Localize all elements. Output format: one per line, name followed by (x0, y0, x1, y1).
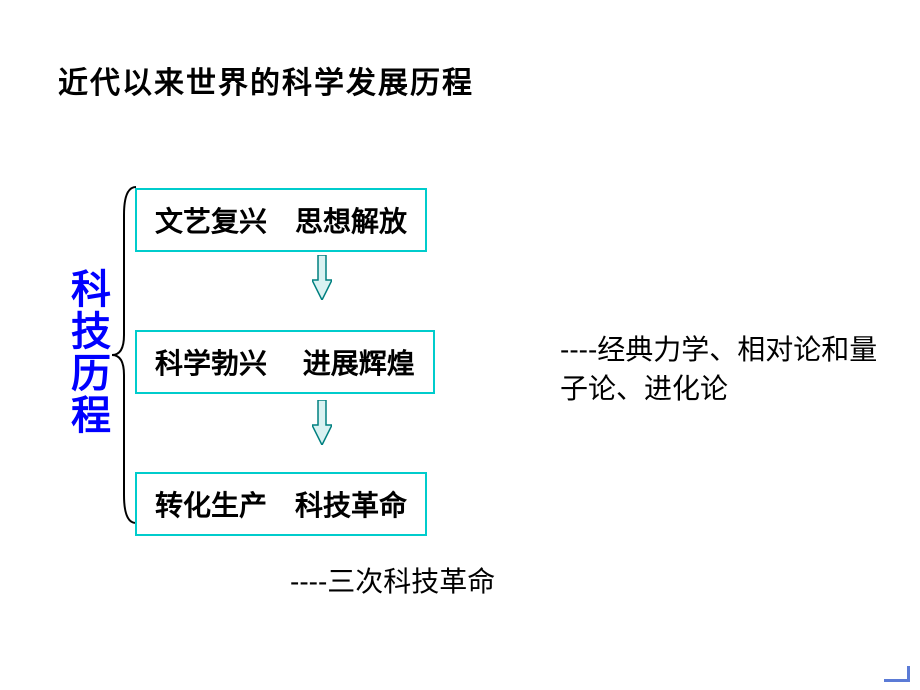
left-brace (110, 185, 138, 525)
corner-decoration (884, 666, 910, 682)
down-arrow-icon (312, 255, 332, 300)
stage-box-3: 转化生产 科技革命 (135, 472, 427, 536)
stage-box-1: 文艺复兴 思想解放 (135, 188, 427, 252)
annotation-1: ----经典力学、相对论和量子论、进化论 (560, 330, 900, 408)
vertical-category-label: 科技历程 (58, 268, 116, 436)
stage-box-2: 科学勃兴 进展辉煌 (135, 330, 435, 394)
down-arrow-icon (312, 400, 332, 445)
annotation-2: ----三次科技革命 (290, 560, 495, 600)
page-title: 近代以来世界的科学发展历程 (58, 58, 474, 102)
